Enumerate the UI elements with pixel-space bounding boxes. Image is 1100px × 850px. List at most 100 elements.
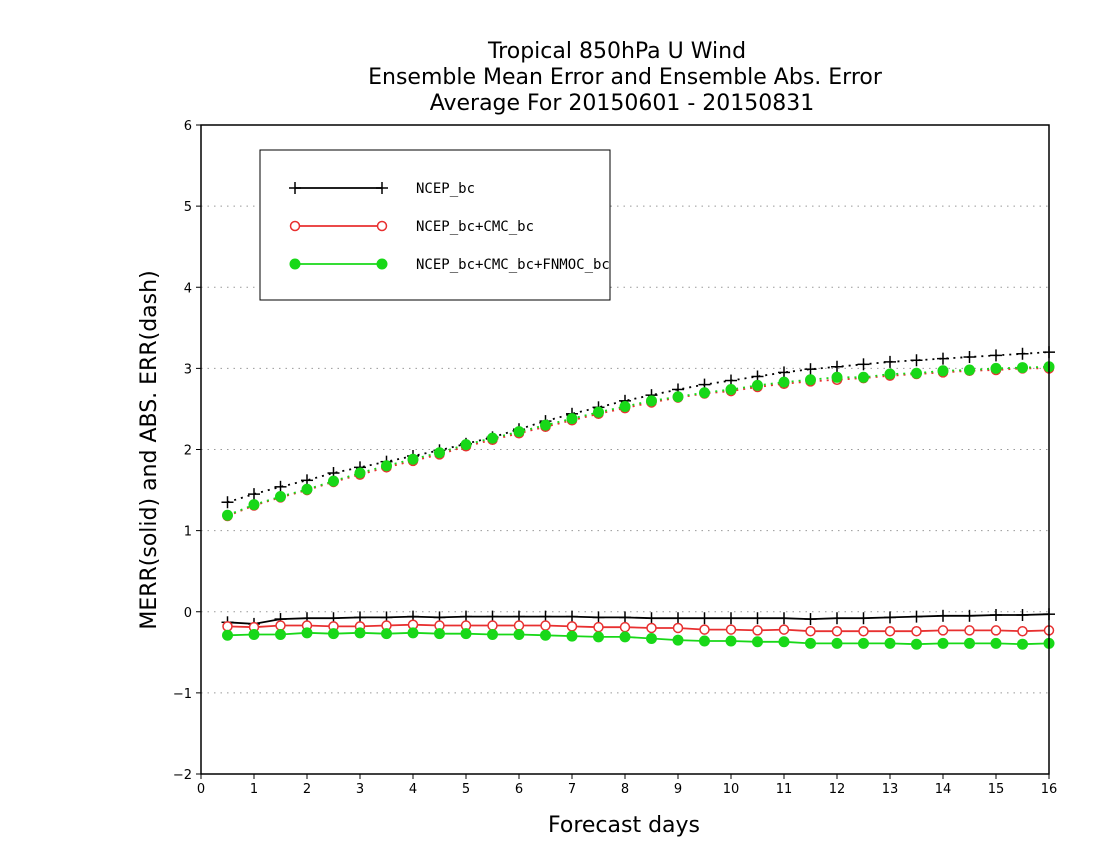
merr-point [513,628,525,640]
merr-point [699,624,710,635]
series-3 [222,361,1055,650]
title-line-3: Average For 20150601 - 20150831 [430,91,815,116]
merr-point [592,611,605,624]
merr-point [911,625,922,637]
x-tick-label: 9 [674,782,682,797]
merr-point [540,620,551,631]
legend-marker [289,220,301,232]
abs-err-point [937,365,949,377]
x-axis-label: Forecast days [548,813,700,838]
merr-point [725,635,737,647]
merr-point [857,612,870,625]
abs-err-point [884,368,896,380]
abs-err-line [227,367,1049,517]
merr-point [804,613,817,626]
abs-err-point [540,419,551,431]
abs-err-point [911,367,922,379]
y-tick-label: −2 [173,768,192,783]
abs-err-point [1016,347,1029,360]
abs-err-point [725,383,737,395]
y-tick-label: 0 [184,606,192,621]
merr-point [990,608,1002,621]
merr-point [963,609,976,622]
x-tick-label: 1 [250,782,258,797]
merr-point [937,609,949,622]
merr-point [858,637,869,649]
merr-point [407,627,419,639]
series-2 [222,363,1055,637]
legend-box [259,149,611,301]
title-line-1: Tropical 850hPa U Wind [487,39,746,64]
abs-err-point [407,453,419,465]
merr-point [725,624,737,635]
abs-err-point [963,351,976,364]
abs-err-point [274,480,287,493]
merr-point [672,612,684,625]
legend-label: NCEP_bc+CMC_bc [416,219,534,235]
merr-point [301,627,313,639]
abs-err-point [222,509,233,521]
merr-point [328,628,339,640]
merr-point [990,637,1002,649]
merr-point [937,625,949,636]
merr-point [778,624,790,635]
merr-line [227,623,1050,633]
merr-point [672,622,684,634]
abs-err-point [1017,362,1028,374]
merr-point [487,620,498,631]
y-tick-label: 6 [184,119,192,134]
merr-point [858,625,869,637]
x-tick-label: 13 [882,782,899,797]
x-tick-label: 15 [988,782,1005,797]
merr-point [805,637,816,649]
merr-point [751,612,764,625]
abs-err-point [805,374,816,386]
x-tick-label: 14 [935,782,952,797]
abs-err-line [227,365,1050,517]
x-tick-label: 0 [197,782,205,797]
series-1 [221,346,1055,630]
abs-err-point [593,406,604,418]
legend-marker [376,182,388,194]
merr-point [222,621,233,632]
y-tick-label: −1 [173,687,192,702]
y-tick-label: 1 [184,525,192,540]
legend-marker [289,182,301,194]
merr-point [487,628,498,640]
x-tick-label: 6 [515,782,523,797]
abs-err-point [301,483,313,495]
merr-point [434,628,445,640]
abs-err-point [221,496,234,509]
merr-point [460,628,472,640]
merr-point [645,612,658,625]
merr-point [805,625,816,637]
abs-err-point [990,349,1002,362]
merr-point [937,637,949,649]
merr-point [778,636,790,648]
abs-err-point [487,432,498,444]
merr-point [910,610,923,623]
abs-err-point [857,358,870,371]
abs-err-point [752,379,763,391]
legend: NCEP_bc NCEP_bc+CMC_bc NCEP_bc+CMC_bc+FNMO… [259,149,611,301]
abs-err-point [248,488,260,501]
abs-err-point [910,354,923,367]
y-axis-label: MERR(solid) and ABS. ERR(dash) [137,270,162,629]
abs-err-point [381,460,392,472]
merr-point [275,620,286,631]
abs-err-point [434,447,445,459]
y-tick-label: 4 [184,281,192,296]
abs-err-point [778,366,790,379]
abs-err-point [831,360,843,373]
merr-point [964,625,975,636]
abs-err-point [354,467,366,479]
merr-point [1017,625,1028,637]
plot-frame [200,124,1050,775]
abs-err-point [884,355,896,368]
x-tick-label: 2 [303,782,311,797]
abs-err-point [990,362,1002,374]
merr-point [619,621,631,633]
legend-marker [376,220,388,232]
